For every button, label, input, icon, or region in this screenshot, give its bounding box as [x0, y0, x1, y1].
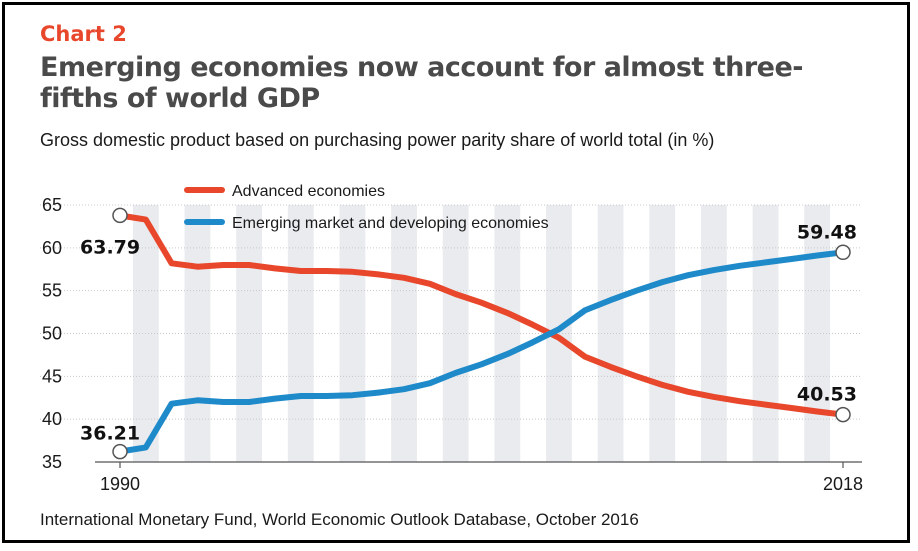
chart-subtitle: Gross domestic product based on purchasi…: [40, 130, 715, 150]
bg-stripe: [752, 205, 779, 462]
endpoint-marker: [112, 207, 128, 224]
chart-kicker: Chart 2: [40, 22, 127, 46]
series-line-1: [117, 249, 846, 455]
data-label: 59.48: [797, 221, 857, 243]
y-tick-label: 60: [42, 238, 62, 258]
data-label: 40.53: [797, 384, 857, 406]
bg-stripe: [649, 205, 676, 462]
bg-stripe: [700, 205, 727, 462]
x-tick-label: 1990: [100, 474, 140, 494]
x-tick-label: 2018: [823, 474, 863, 494]
y-tick-label: 55: [42, 281, 62, 301]
endpoint-marker: [112, 443, 128, 460]
endpoint-marker: [835, 406, 851, 423]
bg-stripe: [184, 205, 211, 462]
y-tick-label: 45: [42, 366, 62, 386]
bg-stripe: [442, 205, 469, 462]
y-tick-label: 40: [42, 409, 62, 429]
y-tick-label: 35: [42, 452, 62, 472]
chart-title: Emerging economies now account for almos…: [40, 52, 804, 114]
y-tick-label: 50: [42, 324, 62, 344]
legend-label-1: Emerging market and developing economies: [232, 215, 549, 232]
data-label: 63.79: [80, 236, 140, 258]
bg-stripe: [287, 205, 314, 462]
bg-stripe: [494, 205, 521, 462]
series-line-0: [117, 212, 846, 418]
data-label: 36.21: [80, 423, 140, 445]
endpoint-marker: [835, 244, 851, 261]
y-tick-label: 65: [42, 195, 62, 215]
bg-stripe: [236, 205, 263, 462]
legend-label-0: Advanced economies: [232, 183, 385, 200]
source-note: International Monetary Fund, World Econo…: [40, 510, 639, 529]
